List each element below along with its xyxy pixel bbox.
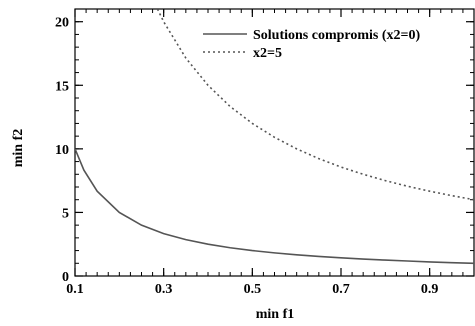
y-tick-label: 10 — [55, 143, 69, 158]
y-tick-label: 15 — [55, 79, 69, 94]
x-tick-label: 0.1 — [66, 282, 84, 297]
y-axis-label: min f2 — [11, 129, 26, 168]
x-tick-label: 0.7 — [332, 282, 350, 297]
series-line-x2-5 — [156, 9, 474, 201]
axis-ticks: 0.1 0.3 0.5 0.7 0.9 0 5 10 15 20 — [55, 8, 475, 297]
legend-label-solutions-compromis: Solutions compromis (x2=0) — [253, 28, 421, 43]
x-tick-label: 0.9 — [421, 282, 439, 297]
y-tick-label: 0 — [62, 270, 69, 285]
y-tick-label: 5 — [62, 206, 69, 221]
legend-label-x2-5: x2=5 — [253, 46, 282, 61]
legend: Solutions compromis (x2=0) x2=5 — [203, 28, 421, 61]
x-axis-label: min f1 — [256, 307, 295, 322]
series-line-solutions-compromis — [75, 148, 474, 265]
y-tick-label: 20 — [55, 16, 69, 31]
x-tick-label: 0.5 — [244, 282, 262, 297]
x-tick-label: 0.3 — [155, 282, 173, 297]
series-layer — [75, 9, 474, 265]
